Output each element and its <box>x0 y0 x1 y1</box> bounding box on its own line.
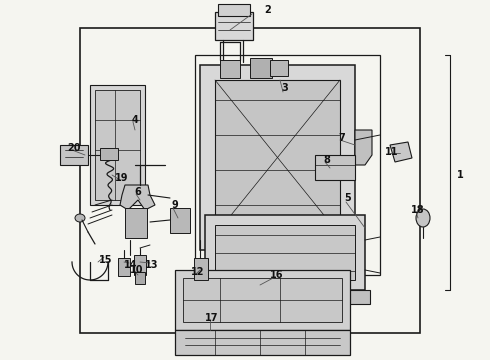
Bar <box>315 155 355 180</box>
Bar <box>270 60 288 76</box>
Polygon shape <box>390 142 412 162</box>
Bar <box>205 215 365 290</box>
Text: 12: 12 <box>191 267 205 277</box>
Ellipse shape <box>300 288 310 296</box>
Bar <box>175 270 350 330</box>
Text: 11: 11 <box>385 147 399 157</box>
Bar <box>200 65 355 250</box>
Text: 13: 13 <box>145 260 159 270</box>
Text: 19: 19 <box>115 173 129 183</box>
Bar <box>175 330 350 355</box>
Bar <box>95 90 140 200</box>
Text: 14: 14 <box>124 260 138 270</box>
Ellipse shape <box>192 288 202 296</box>
Bar <box>100 148 118 160</box>
Bar <box>250 58 272 78</box>
Ellipse shape <box>294 283 316 301</box>
Text: 7: 7 <box>339 133 345 143</box>
Bar <box>195 55 380 275</box>
Text: 5: 5 <box>344 193 351 203</box>
Bar <box>215 80 340 235</box>
Bar <box>60 145 88 165</box>
Text: 18: 18 <box>411 205 425 215</box>
Ellipse shape <box>75 214 85 222</box>
Text: 1: 1 <box>457 170 464 180</box>
Text: 6: 6 <box>135 187 142 197</box>
Text: 17: 17 <box>205 313 219 323</box>
Text: 10: 10 <box>130 265 144 275</box>
Bar <box>118 258 130 276</box>
Text: 9: 9 <box>172 200 178 210</box>
Bar <box>200 290 370 304</box>
Bar <box>90 85 145 205</box>
Bar <box>218 4 250 16</box>
Text: 15: 15 <box>99 255 113 265</box>
Bar <box>135 272 145 284</box>
Bar <box>183 278 342 322</box>
Text: 16: 16 <box>270 270 284 280</box>
Text: 8: 8 <box>323 155 330 165</box>
Bar <box>194 258 208 280</box>
Bar <box>134 255 146 275</box>
Text: 3: 3 <box>282 83 289 93</box>
Text: 20: 20 <box>67 143 81 153</box>
Polygon shape <box>120 185 155 210</box>
Text: 2: 2 <box>265 5 271 15</box>
Bar <box>220 60 240 78</box>
Ellipse shape <box>416 209 430 227</box>
Bar <box>125 208 147 238</box>
Ellipse shape <box>186 283 208 301</box>
Ellipse shape <box>236 283 258 301</box>
Bar <box>215 225 355 280</box>
Bar <box>215 12 253 40</box>
Text: 4: 4 <box>132 115 138 125</box>
Bar <box>80 28 420 333</box>
Polygon shape <box>355 130 372 165</box>
Ellipse shape <box>242 288 252 296</box>
Bar <box>170 208 190 233</box>
